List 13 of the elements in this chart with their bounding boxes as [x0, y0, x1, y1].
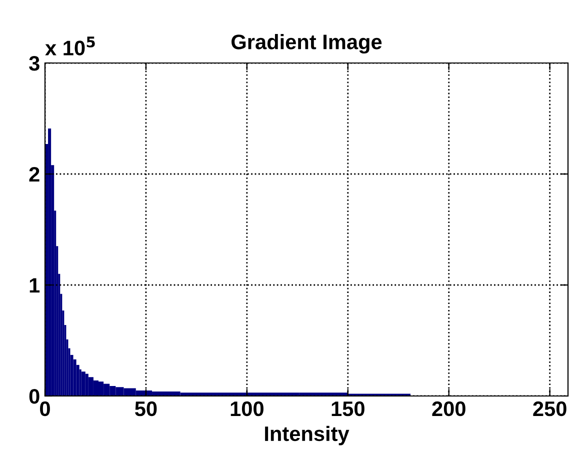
x-axis-title: Intensity: [265, 426, 350, 446]
text: x 10$^{5}$: [45, 36, 95, 56]
y-tick-label: 2: [29, 167, 40, 182]
chart-title: Gradient Image: [232, 34, 382, 54]
x-tick-label: 100: [230, 401, 264, 416]
x-tick-label: 150: [332, 401, 364, 416]
x-tick-label: 0: [40, 401, 50, 416]
x-tick-label: 200: [432, 401, 466, 416]
x-tick-label: 50: [135, 401, 157, 416]
y-tick-label: 1: [30, 278, 40, 293]
y-tick-label: 0: [29, 389, 40, 404]
x-tick-label: 250: [533, 401, 566, 416]
y-tick-label: 3: [29, 56, 40, 71]
